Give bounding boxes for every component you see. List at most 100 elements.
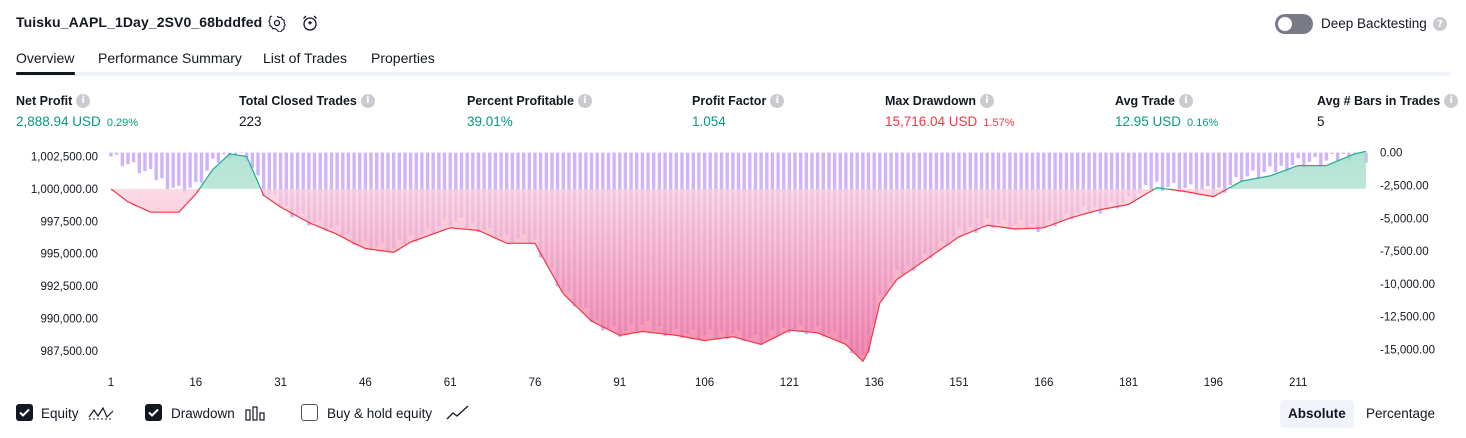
x-axis-tick: 76 (529, 377, 542, 389)
drawdown-bar (256, 152, 260, 176)
drawdown-bar (1126, 152, 1131, 197)
drawdown-bar (137, 152, 141, 174)
help-icon[interactable]: i (1178, 93, 1193, 108)
right-axis-tick: -15,000.00 (1380, 345, 1435, 357)
metric-label: Total Closed Trades (239, 94, 357, 108)
drawdown-bar (1189, 152, 1193, 185)
drawdown-bar (284, 152, 288, 206)
drawdown-bar (131, 152, 136, 163)
drawdown-bar (171, 152, 175, 188)
drawdown-bar (1183, 152, 1187, 188)
drawdown-bar (1353, 152, 1357, 154)
metric-value: 39.01% (467, 114, 513, 129)
drawdown-bar (1155, 152, 1159, 182)
tab-overview[interactable]: Overview (16, 50, 75, 66)
left-axis-tick: 990,000.00 (40, 314, 98, 326)
drawdown-bar (115, 152, 119, 155)
equity-label[interactable]: Equity (41, 406, 79, 421)
drawdown-bar (267, 152, 271, 196)
drawdown-bar (1239, 152, 1244, 183)
gear-icon[interactable] (266, 12, 288, 34)
deep-backtesting-label: Deep Backtesting (1321, 16, 1427, 31)
drawdown-bar (1228, 152, 1232, 185)
drawdown-bar (1319, 152, 1323, 166)
alarm-add-icon[interactable] (299, 12, 321, 34)
tab-properties[interactable]: Properties (371, 50, 435, 66)
x-axis-tick: 31 (274, 377, 287, 389)
drawdown-bar (216, 152, 221, 163)
drawdown-bar (1070, 152, 1074, 220)
drawdown-bar (996, 152, 1001, 224)
strategy-header: Tuisku_AAPL_1Day_2SV0_68bddfed Deep Back… (0, 0, 1466, 46)
drawdown-bar (222, 152, 226, 155)
drawdown-bar (301, 152, 305, 215)
drawdown-bar (1064, 152, 1069, 213)
drawdown-bar (182, 152, 187, 194)
x-axis-tick: 91 (613, 377, 626, 389)
metric-profit-factor: Profit Factor i 1.054 (692, 93, 785, 129)
x-axis-tick: 121 (780, 377, 799, 389)
help-icon[interactable]: i (577, 93, 592, 108)
tabs-divider (16, 72, 1450, 76)
metric-avg-bars-in-trades: Avg # Bars in Trades i 5 (1317, 93, 1459, 129)
help-icon[interactable]: i (980, 93, 994, 108)
drawdown-bar (1223, 152, 1227, 193)
tab-performance-summary[interactable]: Performance Summary (98, 50, 242, 66)
metric-percent: 1.57% (983, 117, 1015, 129)
equity-drawdown-chart[interactable]: 1,002,500.00 1,000,000.00 997,500.00 995,00… (0, 140, 1466, 395)
drawdown-bar (1290, 152, 1295, 166)
equity-area-above (199, 151, 1366, 189)
drawdown-bar (1211, 152, 1216, 196)
equity-checkbox[interactable] (16, 404, 33, 421)
deep-backtesting-toggle[interactable] (1275, 14, 1313, 34)
buy-hold-checkbox[interactable] (301, 404, 318, 421)
drawdown-bar (471, 152, 475, 223)
drawdown-bar (1166, 152, 1170, 187)
left-axis-tick: 992,500.00 (40, 281, 98, 293)
drawdown-bar (1149, 152, 1153, 190)
drawdown-bar (985, 152, 989, 219)
tab-active-indicator (16, 72, 75, 75)
drawdown-bar (1059, 152, 1063, 220)
drawdown-bar (1234, 152, 1238, 178)
metric-label: Avg # Bars in Trades (1317, 94, 1441, 108)
buy-hold-label[interactable]: Buy & hold equity (327, 406, 433, 421)
tab-list-of-trades[interactable]: List of Trades (263, 50, 348, 66)
drawdown-bar (1093, 152, 1097, 207)
right-axis-tick: -12,500.00 (1380, 312, 1435, 324)
drawdown-bar (1104, 152, 1108, 208)
percentage-button[interactable]: Percentage (1366, 406, 1436, 421)
drawdown-bar (278, 152, 283, 208)
right-axis-tick: -5,000.00 (1380, 213, 1429, 225)
drawdown-bar (1047, 152, 1052, 221)
help-icon[interactable]: i (76, 93, 91, 108)
buy-hold-line-icon (445, 404, 471, 427)
drawdown-bar (1256, 152, 1261, 178)
drawdown-checkbox[interactable] (145, 404, 162, 421)
drawdown-label[interactable]: Drawdown (171, 406, 235, 421)
help-icon[interactable]: ? (1433, 17, 1447, 31)
drawdown-bar (1121, 152, 1125, 203)
left-axis-tick: 995,000.00 (40, 249, 98, 261)
drawdown-bar (1177, 152, 1182, 192)
left-axis-tick: 987,500.00 (40, 346, 98, 358)
help-icon[interactable]: i (1444, 93, 1459, 108)
drawdown-bar (1313, 152, 1317, 158)
x-axis-tick: 211 (1289, 377, 1307, 389)
right-axis-tick: -10,000.00 (1380, 279, 1435, 291)
right-axis-tick: 0.00 (1380, 148, 1402, 160)
help-icon[interactable]: i (770, 93, 785, 108)
drawdown-bar (1194, 152, 1199, 194)
drawdown-bar (1200, 152, 1204, 190)
help-icon[interactable]: i (360, 93, 375, 108)
metric-max-drawdown: Max Drawdown i 15,716.04 USD 1.57% (885, 93, 1015, 129)
drawdown-bar (1132, 152, 1136, 202)
drawdown-bar (1296, 152, 1300, 159)
absolute-button[interactable]: Absolute (1280, 400, 1354, 428)
drawdown-bar (312, 152, 317, 223)
metric-label: Net Profit (16, 94, 73, 108)
drawdown-bar (1109, 152, 1114, 202)
metric-label: Profit Factor (692, 94, 767, 108)
metric-percent: 0.16% (1187, 117, 1219, 129)
x-axis-tick: 1 (108, 377, 114, 389)
